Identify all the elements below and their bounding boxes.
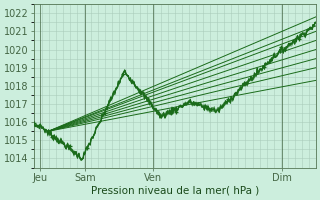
X-axis label: Pression niveau de la mer( hPa ): Pression niveau de la mer( hPa ) [91, 186, 259, 196]
